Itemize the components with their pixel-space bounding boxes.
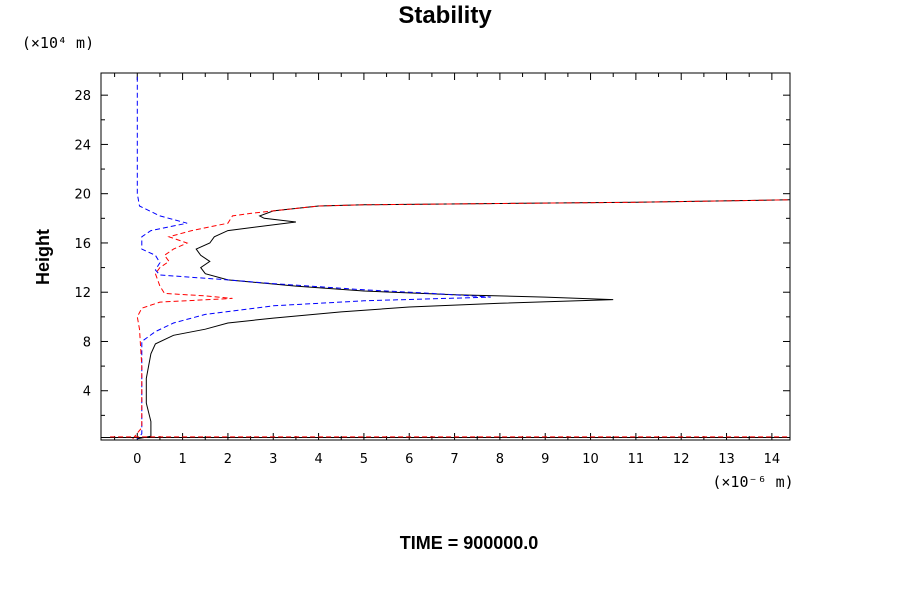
x-tick-label: 0 — [133, 452, 141, 467]
x-tick-label: 1 — [178, 452, 186, 467]
x-tick-label: 7 — [450, 452, 458, 467]
x-tick-label: 9 — [541, 452, 549, 467]
time-label: TIME = 900000.0 — [400, 533, 539, 553]
series-line-3 — [132, 199, 791, 440]
y-tick-label: 28 — [74, 89, 91, 104]
series-line-2 — [136, 76, 491, 440]
y-tick-label: 8 — [83, 335, 91, 350]
series-line-1 — [137, 199, 791, 440]
y-unit-label: (×10⁴ m) — [22, 34, 94, 52]
x-tick-label: 8 — [496, 452, 504, 467]
x-tick-label: 14 — [764, 452, 781, 467]
x-tick-label: 5 — [360, 452, 368, 467]
y-tick-label: 24 — [74, 138, 91, 153]
y-tick-label: 4 — [83, 385, 91, 400]
x-tick-label: 6 — [405, 452, 413, 467]
x-tick-label: 10 — [582, 452, 599, 467]
x-tick-label: 11 — [628, 452, 645, 467]
x-tick-label: 12 — [673, 452, 690, 467]
plot-frame — [100, 72, 791, 441]
y-tick-label: 16 — [74, 237, 91, 252]
x-unit-label: (×10⁻⁶ m) — [712, 473, 793, 491]
y-tick-label: 12 — [74, 286, 91, 301]
y-axis-label: Height — [33, 229, 53, 285]
chart-title: Stability — [398, 2, 492, 29]
x-tick-label: 4 — [314, 452, 322, 467]
y-tick-label: 20 — [74, 188, 91, 203]
x-tick-label: 3 — [269, 452, 277, 467]
x-tick-label: 13 — [718, 452, 735, 467]
x-tick-label: 2 — [224, 452, 232, 467]
series-lines — [101, 76, 791, 440]
